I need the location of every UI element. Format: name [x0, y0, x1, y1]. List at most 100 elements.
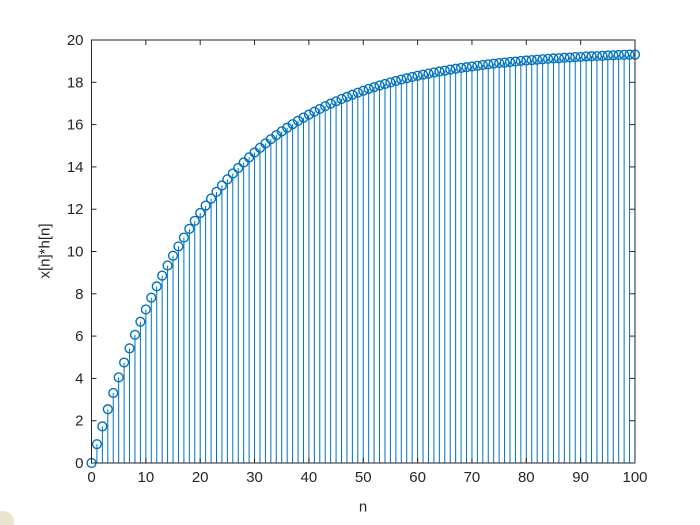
stem-marker	[151, 281, 162, 292]
stem-marker	[396, 74, 407, 85]
stem-marker	[580, 51, 592, 62]
stem-marker	[287, 119, 298, 130]
stem-marker	[352, 87, 363, 98]
stem-marker	[434, 66, 445, 77]
stem-marker	[227, 168, 238, 179]
stem-marker	[309, 106, 320, 117]
stem-marker	[488, 58, 499, 69]
stem-marker	[341, 91, 353, 102]
stem-marker	[162, 260, 173, 271]
stem-marker	[369, 82, 380, 93]
stem-marker	[97, 421, 108, 432]
stem-marker	[515, 55, 526, 67]
stem-marker	[298, 112, 309, 123]
corner-artifact	[0, 511, 14, 525]
y-tick-label: 2	[75, 413, 83, 430]
stem-marker	[521, 55, 532, 66]
stem-marker	[423, 68, 434, 79]
stem-marker	[102, 404, 113, 415]
y-tick-label: 10	[67, 244, 84, 261]
stem-marker	[548, 53, 559, 64]
stem-marker	[108, 387, 119, 399]
stem-marker	[314, 103, 325, 115]
stem-marker	[330, 96, 342, 107]
stem-marker	[597, 50, 608, 61]
stem-marker	[135, 316, 146, 327]
stem-marker	[238, 157, 249, 168]
x-tick-label: 100	[622, 469, 647, 486]
stem-marker	[363, 83, 374, 94]
stem-marker	[205, 193, 217, 204]
stem-marker	[358, 85, 369, 96]
x-tick-label: 30	[246, 469, 263, 486]
stem-marker	[466, 61, 478, 72]
stem-marker	[347, 89, 358, 100]
stem-marker	[276, 126, 287, 137]
stem-marker	[624, 49, 635, 60]
x-tick-label: 10	[138, 469, 155, 486]
stem-marker	[494, 57, 505, 69]
stem-marker	[619, 49, 630, 60]
y-tick-label: 4	[75, 370, 83, 387]
stem-marker	[173, 241, 184, 252]
stem-marker	[325, 98, 336, 109]
stem-marker	[602, 50, 613, 61]
stem-marker	[200, 200, 211, 211]
stem-marker	[336, 93, 347, 105]
stem-marker	[390, 75, 401, 87]
stem-marker	[417, 69, 429, 80]
stem-marker	[461, 62, 472, 73]
stem-marker	[407, 71, 418, 83]
x-tick-label: 70	[464, 469, 481, 486]
stem-marker	[129, 329, 141, 340]
stem-marker	[504, 56, 516, 68]
y-tick-label: 12	[67, 201, 84, 218]
stem-marker	[591, 50, 603, 62]
stem-marker	[320, 101, 331, 112]
stem-marker	[455, 62, 467, 74]
y-tick-label: 8	[75, 286, 83, 303]
stem-marker	[195, 207, 206, 219]
stem-marker	[233, 162, 244, 174]
stem-marker	[385, 77, 396, 88]
stem-marker	[526, 54, 537, 66]
y-axis-label: x[n]*h[n]	[36, 223, 54, 279]
stem-marker	[379, 78, 391, 90]
stem-marker	[119, 357, 130, 368]
stem-marker	[211, 186, 222, 197]
y-tick-label: 14	[67, 159, 84, 176]
stem-marker	[91, 439, 103, 450]
stem-marker	[510, 56, 521, 67]
y-tick-label: 18	[67, 74, 84, 91]
x-tick-label: 90	[572, 469, 589, 486]
x-tick-label: 20	[192, 469, 209, 486]
x-tick-label: 60	[409, 469, 426, 486]
stem-marker	[532, 54, 543, 65]
stem-marker	[178, 232, 189, 243]
y-tick-label: 20	[67, 32, 84, 49]
x-tick-label: 40	[301, 469, 318, 486]
stem-marker	[292, 115, 304, 126]
stem-marker	[483, 59, 494, 70]
stem-marker	[553, 53, 565, 64]
stem-marker	[575, 51, 586, 63]
x-tick-label: 50	[355, 469, 372, 486]
stem-marker	[613, 49, 624, 61]
y-tick-label: 0	[75, 455, 83, 472]
stem-marker	[189, 215, 200, 226]
stem-marker	[146, 292, 157, 303]
stem-marker	[559, 52, 570, 63]
x-axis-label: n	[358, 498, 368, 516]
stem-marker	[472, 60, 483, 71]
x-tick-label: 0	[87, 469, 95, 486]
stem-marker	[564, 52, 575, 63]
stem-marker	[537, 54, 548, 65]
stem-marker	[428, 67, 440, 78]
stem-marker	[222, 174, 233, 185]
stem-marker	[167, 250, 179, 261]
y-tick-label: 16	[67, 117, 84, 134]
stem-marker	[184, 223, 195, 234]
stem-marker	[499, 57, 510, 68]
